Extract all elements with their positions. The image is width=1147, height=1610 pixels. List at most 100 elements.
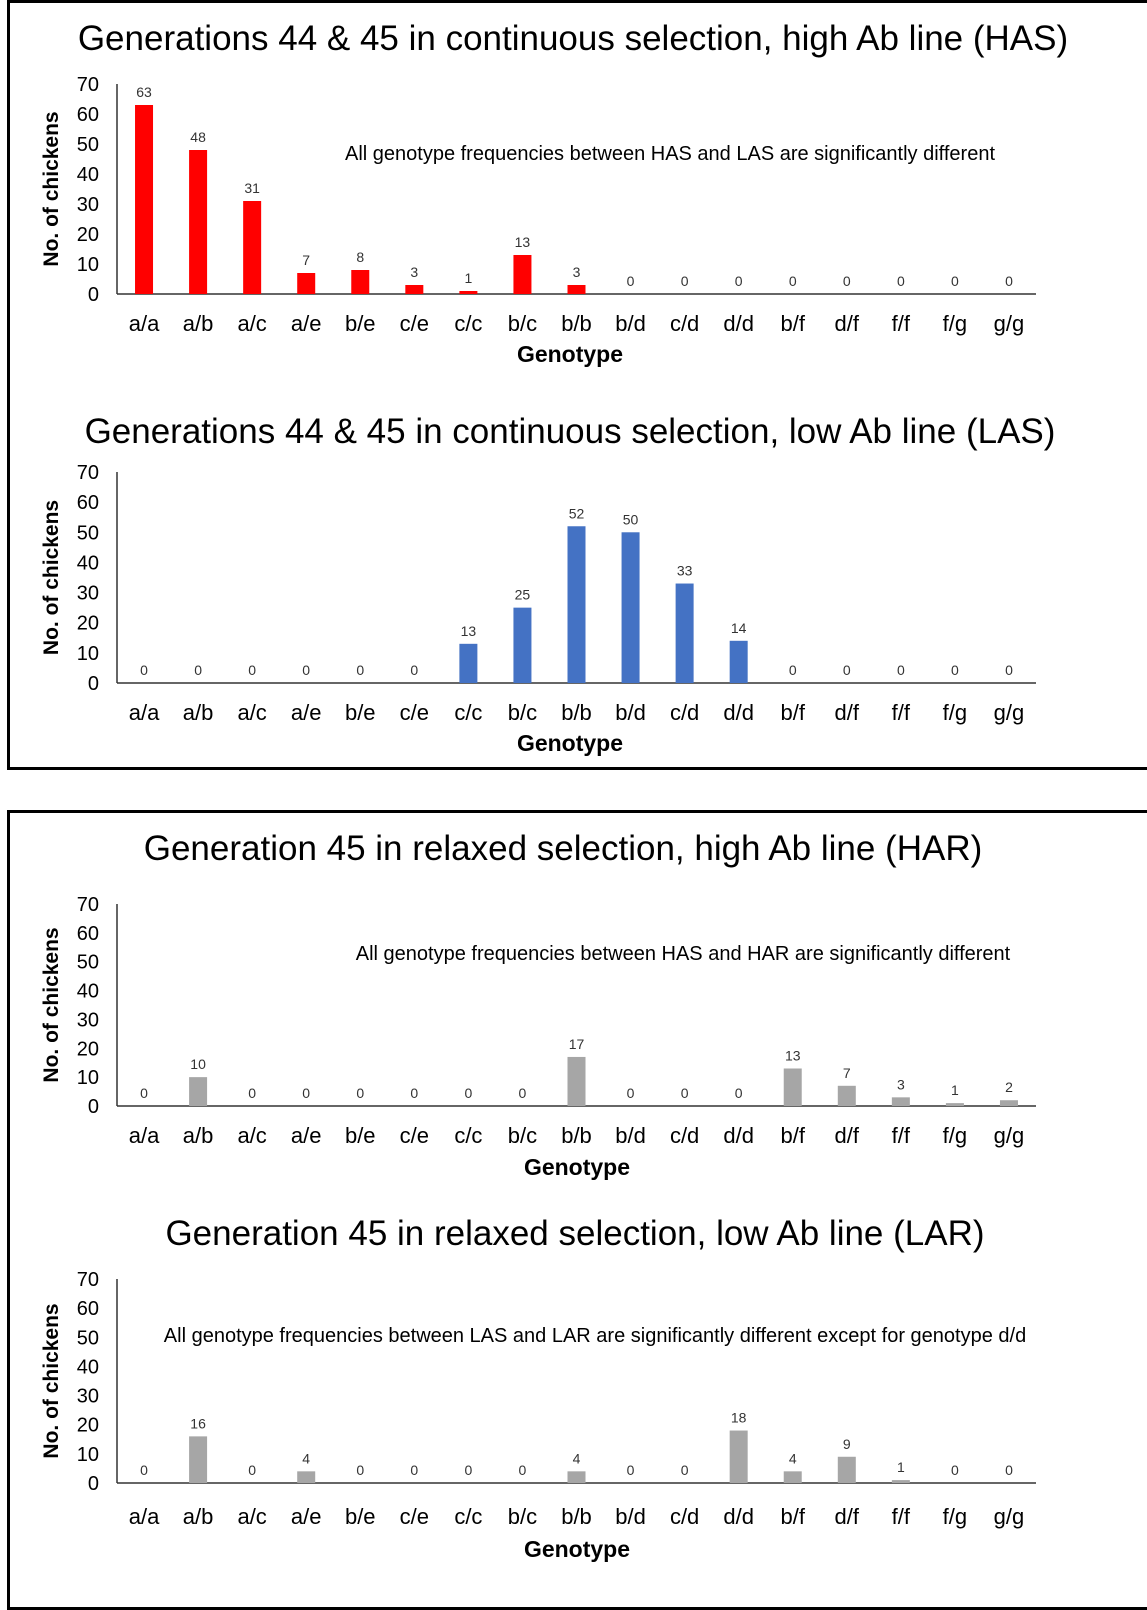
x-tick-label: c/e	[400, 1123, 429, 1148]
x-axis-title: Genotype	[524, 1154, 630, 1180]
x-tick-label: c/d	[670, 1504, 699, 1529]
data-label: 0	[194, 662, 202, 678]
data-label: 0	[627, 1085, 635, 1101]
y-axis-title: No. of chickens	[40, 927, 63, 1082]
y-tick-label: 60	[77, 1298, 99, 1320]
bar-c-d	[675, 583, 694, 683]
data-label: 16	[190, 1415, 206, 1431]
data-label: 3	[410, 264, 418, 280]
x-tick-label: b/e	[345, 1123, 376, 1148]
x-tick-label: a/c	[237, 1504, 266, 1529]
data-label: 0	[627, 1462, 635, 1478]
bar-g-g	[999, 1100, 1018, 1106]
y-tick-label: 20	[77, 1415, 99, 1437]
x-tick-label: d/f	[835, 1123, 860, 1148]
x-tick-label: d/d	[723, 311, 754, 336]
y-tick-label: 0	[88, 1473, 99, 1495]
data-label: 13	[461, 623, 477, 639]
data-label: 63	[136, 84, 152, 100]
data-label: 0	[410, 1085, 418, 1101]
data-label: 0	[1005, 273, 1013, 289]
x-tick-label: d/f	[835, 311, 860, 336]
y-tick-label: 30	[77, 1386, 99, 1408]
y-tick-label: 50	[77, 952, 99, 974]
y-tick-label: 0	[88, 1096, 99, 1118]
x-tick-label: a/a	[129, 1123, 160, 1148]
bar-a-e	[297, 1471, 316, 1483]
data-label: 2	[1005, 1079, 1013, 1095]
chart-annotation: All genotype frequencies between HAS and…	[356, 943, 1011, 965]
x-tick-label: b/c	[508, 1504, 537, 1529]
x-tick-label: a/a	[129, 700, 160, 725]
y-tick-label: 10	[77, 1067, 99, 1089]
x-tick-label: b/f	[781, 311, 806, 336]
x-tick-label: g/g	[994, 700, 1025, 725]
x-tick-label: c/e	[400, 311, 429, 336]
x-tick-label: f/g	[943, 1504, 967, 1529]
data-label: 7	[843, 1065, 851, 1081]
y-tick-label: 50	[77, 134, 99, 156]
x-tick-label: c/e	[400, 1504, 429, 1529]
bar-b-b	[567, 1471, 586, 1483]
x-tick-label: c/d	[670, 311, 699, 336]
bar-a-c	[243, 201, 262, 294]
data-label: 0	[951, 662, 959, 678]
data-label: 3	[897, 1076, 905, 1092]
x-tick-label: a/c	[237, 700, 266, 725]
data-label: 4	[789, 1450, 797, 1466]
x-tick-label: a/c	[237, 311, 266, 336]
bar-b-f	[783, 1471, 802, 1483]
x-tick-label: f/g	[943, 1123, 967, 1148]
x-tick-label: a/b	[183, 1504, 214, 1529]
x-tick-label: b/e	[345, 700, 376, 725]
y-tick-label: 20	[77, 1038, 99, 1060]
x-tick-label: a/e	[291, 1123, 322, 1148]
bar-a-b	[189, 150, 208, 294]
bar-b-c	[513, 607, 532, 683]
data-label: 1	[464, 270, 472, 286]
data-label: 4	[302, 1450, 310, 1466]
x-tick-label: c/e	[400, 700, 429, 725]
data-label: 1	[897, 1459, 905, 1475]
x-tick-label: c/c	[454, 311, 482, 336]
data-label: 0	[735, 1085, 743, 1101]
x-tick-label: b/c	[508, 311, 537, 336]
y-axis-title: No. of chickens	[40, 1303, 63, 1458]
chart-title: Generation 45 in relaxed selection, high…	[144, 829, 983, 868]
y-tick-label: 70	[77, 1269, 99, 1291]
y-tick-label: 70	[77, 462, 99, 484]
data-label: 25	[515, 587, 531, 603]
data-label: 0	[248, 662, 256, 678]
x-tick-label: a/c	[237, 1123, 266, 1148]
bar-c-c	[459, 291, 478, 294]
x-tick-label: a/b	[183, 311, 214, 336]
y-tick-label: 60	[77, 492, 99, 514]
y-tick-label: 0	[88, 673, 99, 695]
y-tick-label: 40	[77, 552, 99, 574]
bar-c-c	[459, 643, 478, 683]
bar-d-f	[837, 1085, 856, 1106]
x-tick-label: b/c	[508, 1123, 537, 1148]
chart-annotation: All genotype frequencies between HAS and…	[345, 143, 995, 165]
x-tick-label: b/f	[781, 1123, 806, 1148]
chart-title: Generations 44 & 45 in continuous select…	[78, 19, 1068, 58]
x-tick-label: f/g	[943, 700, 967, 725]
y-tick-label: 10	[77, 643, 99, 665]
data-label: 0	[140, 662, 148, 678]
data-label: 33	[677, 563, 693, 579]
data-label: 0	[410, 662, 418, 678]
x-tick-label: a/a	[129, 311, 160, 336]
y-tick-label: 10	[77, 1444, 99, 1466]
bar-f-g	[945, 1103, 964, 1106]
x-axis-title: Genotype	[517, 341, 623, 367]
data-label: 0	[464, 1085, 472, 1101]
data-label: 0	[735, 273, 743, 289]
y-tick-label: 50	[77, 1327, 99, 1349]
y-tick-label: 0	[88, 284, 99, 306]
data-label: 0	[519, 1462, 527, 1478]
x-tick-label: d/d	[723, 700, 754, 725]
x-tick-label: d/f	[835, 700, 860, 725]
data-label: 3	[573, 264, 581, 280]
bar-f-f	[891, 1097, 910, 1106]
